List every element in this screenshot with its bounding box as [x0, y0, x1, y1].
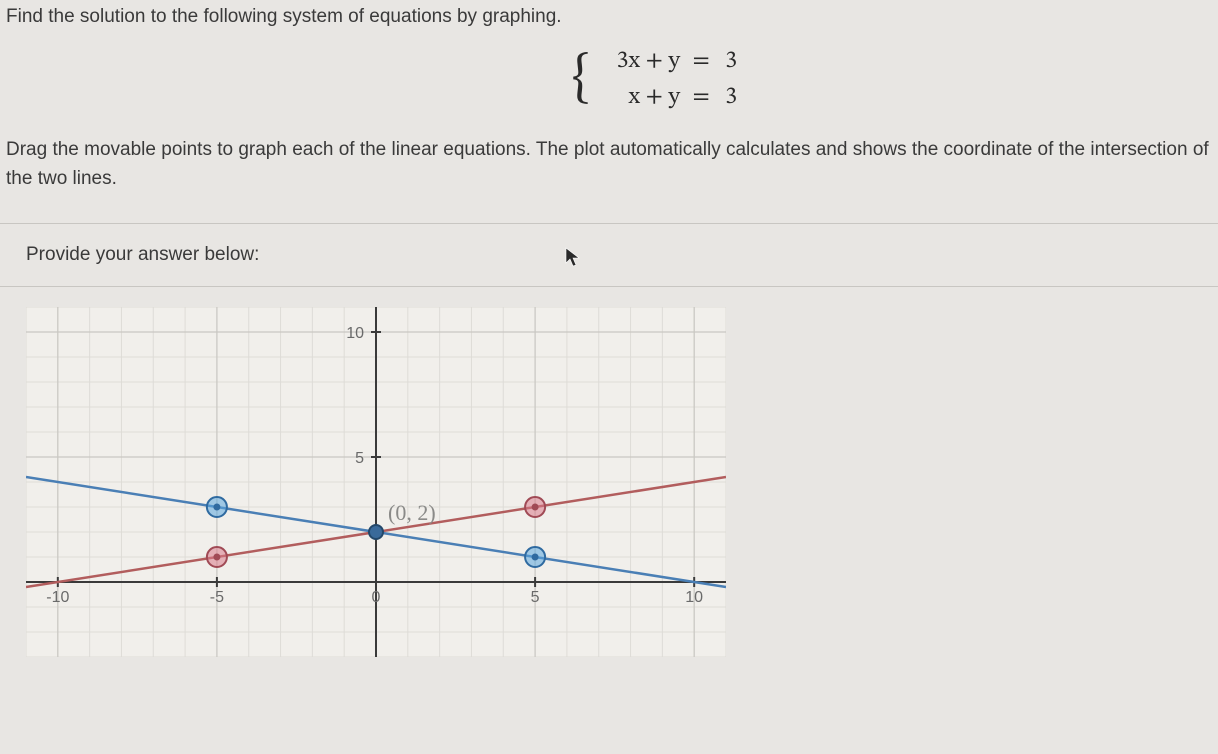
- red-point-2[interactable]: [525, 497, 545, 517]
- cursor-icon: [565, 247, 581, 269]
- blue-point-2[interactable]: [525, 547, 545, 567]
- equation-2: x + y = 3: [596, 82, 746, 112]
- eq1-rhs: 3: [716, 46, 746, 76]
- equation-1: 3x + y = 3: [596, 46, 746, 76]
- eq1-lhs: 3x + y: [596, 46, 686, 76]
- answer-prompt: Provide your answer below:: [0, 224, 1218, 286]
- graph-area[interactable]: -10 -5 0 5 10 5 10 (0, 2): [0, 287, 1218, 657]
- question-text: Find the solution to the following syste…: [0, 0, 1218, 28]
- eq2-lhs: x + y: [596, 82, 686, 112]
- instructions-text: Drag the movable points to graph each of…: [0, 122, 1218, 193]
- coordinate-graph[interactable]: -10 -5 0 5 10 5 10 (0, 2): [26, 307, 726, 657]
- x-tick-label: -5: [210, 589, 224, 606]
- x-tick-label: -10: [46, 589, 69, 606]
- eq1-equals: =: [686, 46, 716, 76]
- equation-system: { 3x + y = 3 x + y = 3: [50, 46, 1218, 112]
- x-tick-label: 5: [531, 589, 540, 606]
- y-tick-label: 10: [346, 325, 364, 342]
- x-tick-label: 0: [372, 589, 381, 606]
- x-tick-label: 10: [685, 589, 703, 606]
- left-brace: {: [572, 51, 590, 107]
- blue-point-1[interactable]: [207, 497, 227, 517]
- intersection-point: [369, 525, 383, 539]
- y-tick-label: 5: [355, 450, 364, 467]
- red-point-1[interactable]: [207, 547, 227, 567]
- intersection-label: (0, 2): [388, 500, 436, 525]
- eq2-rhs: 3: [716, 82, 746, 112]
- eq2-equals: =: [686, 82, 716, 112]
